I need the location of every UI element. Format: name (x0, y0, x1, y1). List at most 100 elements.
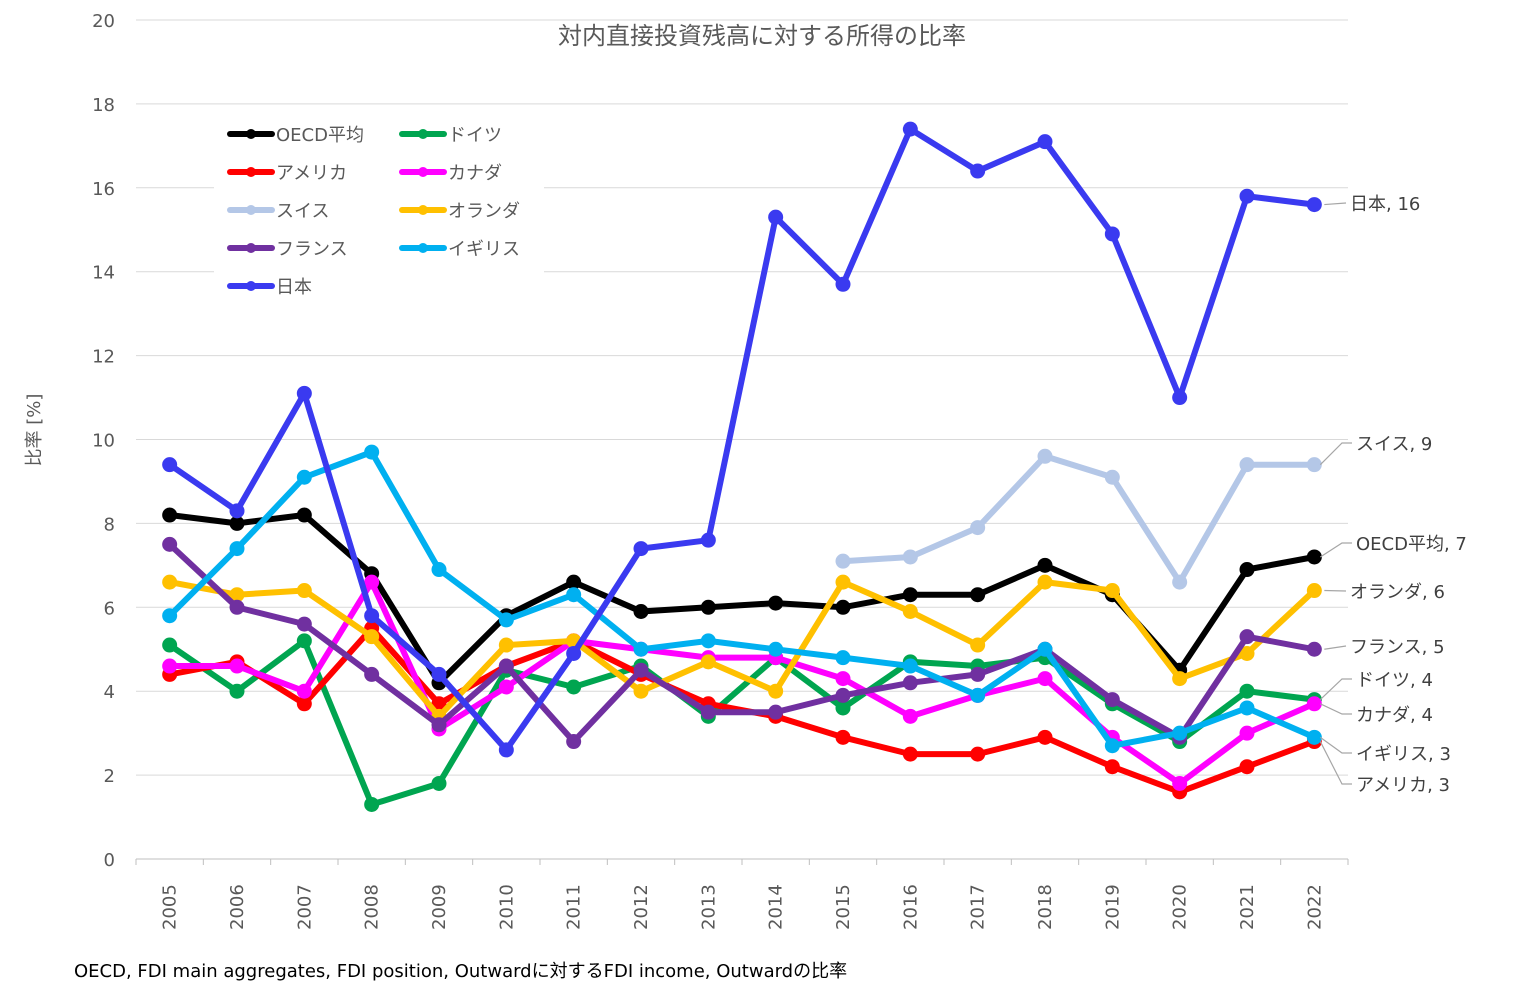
data-point (432, 717, 447, 732)
data-point (1038, 558, 1053, 573)
legend-label: ドイツ (448, 125, 502, 146)
data-point (1105, 470, 1120, 485)
data-point (1307, 457, 1322, 472)
data-point (970, 520, 985, 535)
data-point (1105, 759, 1120, 774)
series-end-label: イギリス, 3 (1356, 744, 1451, 765)
legend-swatch-marker (246, 167, 256, 177)
legend-swatch-marker (418, 205, 428, 215)
data-point (634, 642, 649, 657)
leader-line (1324, 646, 1346, 649)
data-point (566, 587, 581, 602)
data-point (634, 684, 649, 699)
legend-swatch-marker (418, 167, 428, 177)
data-point (297, 508, 312, 523)
data-point (1240, 684, 1255, 699)
x-tick-label: 2007 (294, 884, 315, 930)
x-tick-label: 2020 (1170, 884, 1191, 930)
x-tick-label: 2019 (1102, 884, 1123, 930)
data-point (1172, 671, 1187, 686)
data-point (1038, 730, 1053, 745)
data-point (432, 776, 447, 791)
data-point (1038, 642, 1053, 657)
data-point (1105, 226, 1120, 241)
data-point (1307, 730, 1322, 745)
data-point (1105, 738, 1120, 753)
data-point (836, 688, 851, 703)
x-tick-label: 2018 (1035, 884, 1056, 930)
data-point (836, 600, 851, 615)
legend-label: オランダ (448, 201, 520, 222)
data-point (836, 650, 851, 665)
data-point (836, 575, 851, 590)
data-point (1307, 549, 1322, 564)
data-point (1172, 726, 1187, 741)
data-point (566, 680, 581, 695)
x-tick-label: 2012 (631, 884, 652, 930)
y-tick-label: 16 (92, 179, 115, 200)
data-point (499, 659, 514, 674)
leader-line (1320, 443, 1352, 465)
x-tick-label: 2015 (833, 884, 854, 930)
data-point (768, 642, 783, 657)
series-end-label: カナダ, 4 (1356, 705, 1433, 726)
data-point (1240, 759, 1255, 774)
data-point (230, 600, 245, 615)
x-tick-label: 2009 (429, 884, 450, 930)
legend-label: OECD平均 (276, 125, 364, 146)
data-point (701, 600, 716, 615)
data-point (162, 575, 177, 590)
data-point (1240, 700, 1255, 715)
leader-line (1320, 742, 1352, 784)
data-point (364, 608, 379, 623)
data-point (1240, 457, 1255, 472)
data-point (297, 633, 312, 648)
data-point (1307, 197, 1322, 212)
x-tick-label: 2013 (698, 884, 719, 930)
x-tick-label: 2006 (227, 884, 248, 930)
data-point (970, 164, 985, 179)
data-point (970, 587, 985, 602)
data-point (297, 684, 312, 699)
data-point (1172, 390, 1187, 405)
data-point (970, 747, 985, 762)
data-point (970, 688, 985, 703)
series-line (170, 452, 1315, 746)
data-point (1038, 134, 1053, 149)
leader-line (1320, 704, 1352, 714)
data-point (162, 659, 177, 674)
data-point (162, 537, 177, 552)
legend-label: イギリス (448, 239, 520, 260)
source-note: OECD, FDI main aggregates, FDI position,… (74, 957, 847, 983)
y-axis-label: 比率 [%] (24, 394, 45, 467)
series-end-label: OECD平均, 7 (1356, 534, 1467, 555)
legend-swatch-marker (246, 243, 256, 253)
data-point (836, 277, 851, 292)
y-tick-label: 2 (104, 766, 115, 787)
legend-label: カナダ (448, 163, 502, 184)
data-point (230, 659, 245, 674)
leader-line (1320, 679, 1352, 700)
legend-swatch-marker (246, 205, 256, 215)
x-tick-label: 2008 (362, 884, 383, 930)
data-point (432, 562, 447, 577)
y-tick-label: 12 (92, 347, 115, 368)
y-tick-label: 0 (104, 850, 115, 871)
data-point (903, 549, 918, 564)
data-point (162, 457, 177, 472)
x-tick-label: 2010 (496, 884, 517, 930)
data-point (432, 667, 447, 682)
legend-label: スイス (276, 201, 329, 222)
data-point (836, 730, 851, 745)
data-point (1172, 776, 1187, 791)
data-point (1240, 726, 1255, 741)
chart-title: 対内直接投資残高に対する所得の比率 (558, 22, 966, 50)
series-end-label: オランダ, 6 (1350, 582, 1445, 603)
x-tick-label: 2011 (564, 884, 585, 930)
data-point (970, 638, 985, 653)
data-point (903, 709, 918, 724)
data-point (1240, 629, 1255, 644)
legend-swatch-marker (418, 129, 428, 139)
data-point (230, 541, 245, 556)
